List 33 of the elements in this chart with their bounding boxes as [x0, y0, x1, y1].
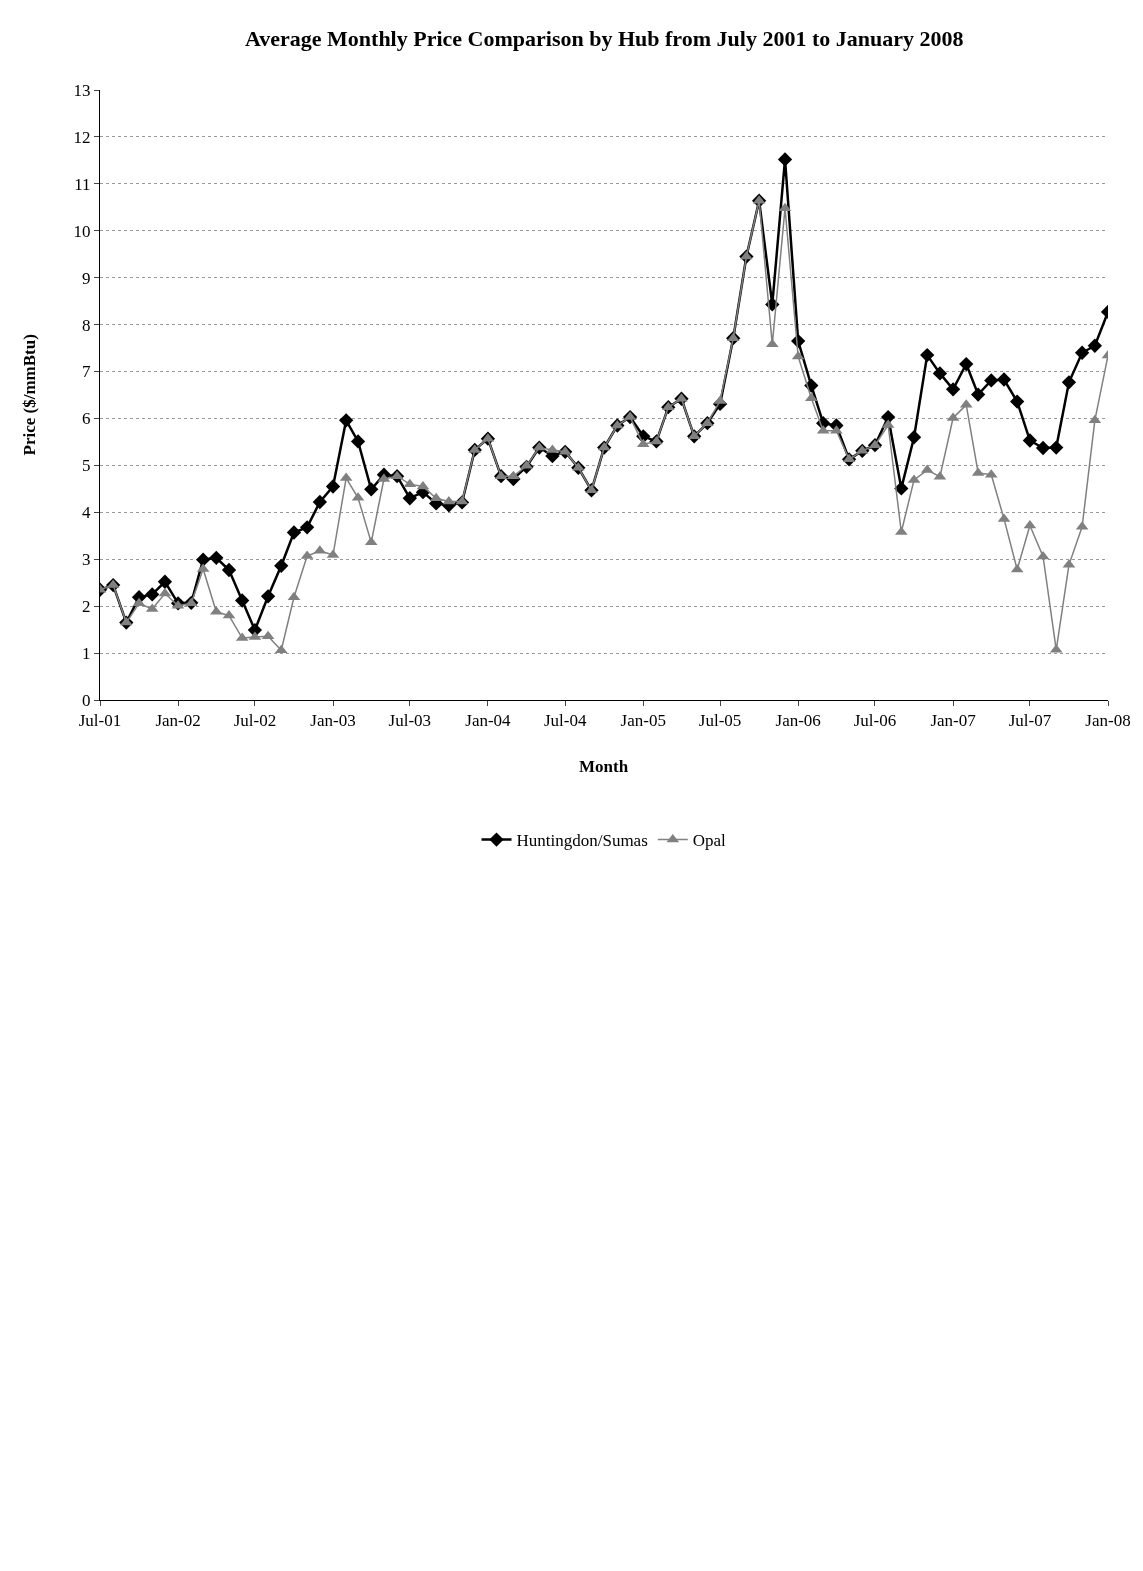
x-tick-label: Jul-04: [543, 711, 587, 731]
y-tick-label: 11: [74, 174, 91, 194]
y-tick-label: 8: [82, 315, 91, 335]
x-tick-label: Jul-02: [233, 711, 277, 731]
y-tick-label: 12: [73, 127, 91, 147]
x-tick-label: Jan-02: [155, 711, 201, 731]
x-tick-label: Jul-06: [853, 711, 897, 731]
y-tick-label: 5: [82, 456, 91, 476]
y-tick-label: 1: [82, 644, 91, 664]
x-tick-label: Jan-04: [465, 711, 512, 731]
x-tick-label: Jan-03: [310, 711, 356, 731]
x-tick-label: Jul-05: [698, 711, 742, 731]
x-tick-label: Jan-08: [1085, 711, 1131, 731]
y-tick-label: 0: [82, 690, 91, 710]
y-tick-label: 10: [73, 221, 91, 241]
y-axis-title: Price ($/mmBtu): [20, 334, 40, 456]
chart-title: Average Monthly Price Comparison by Hub from July 2001 to January 2008: [245, 26, 964, 51]
y-tick-label: 9: [82, 268, 91, 288]
x-tick-label: Jul-03: [388, 711, 432, 731]
y-tick-label: 2: [82, 597, 91, 617]
x-tick-label: Jan-07: [930, 711, 977, 731]
y-tick-label: 6: [82, 409, 91, 429]
legend-label: Opal: [692, 831, 727, 851]
y-tick-label: 13: [73, 80, 91, 100]
x-tick-label: Jan-05: [620, 711, 666, 731]
legend-label: Huntingdon/Sumas: [516, 831, 648, 851]
x-tick-label: Jan-06: [775, 711, 821, 731]
y-tick-label: 7: [82, 362, 92, 382]
x-axis-title: Month: [579, 757, 629, 776]
x-tick-label: Jul-01: [78, 711, 122, 731]
y-tick-label: 4: [82, 503, 92, 523]
y-tick-label: 3: [82, 550, 91, 570]
x-tick-label: Jul-07: [1008, 711, 1052, 731]
